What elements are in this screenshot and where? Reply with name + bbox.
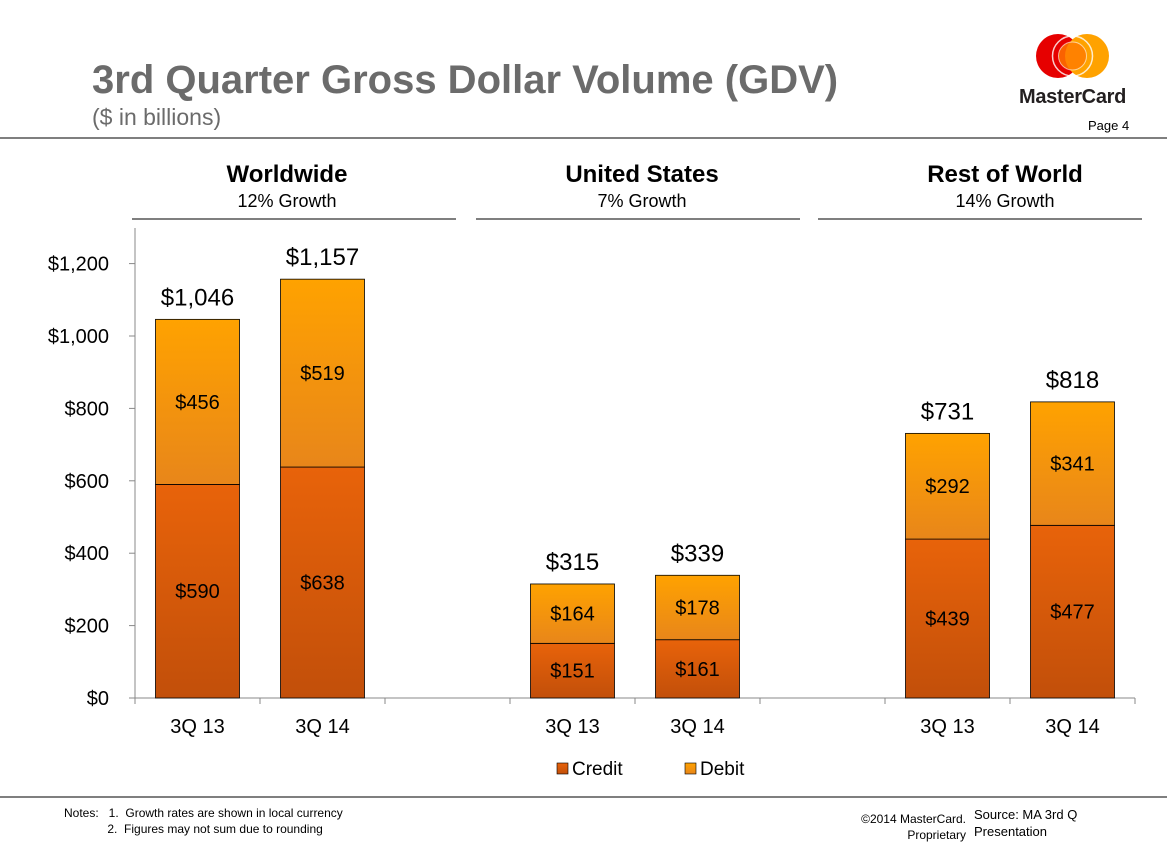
bar-credit bbox=[155, 484, 240, 699]
legend-credit-label: Credit bbox=[572, 759, 623, 780]
x-tick-label: 3Q 14 bbox=[670, 716, 724, 738]
bar-debit bbox=[155, 318, 240, 485]
data-label-debit: $341 bbox=[1050, 454, 1095, 476]
source-line-2: Presentation bbox=[974, 824, 1047, 839]
data-label-total: $1,157 bbox=[286, 244, 359, 271]
bar-credit bbox=[905, 538, 990, 699]
bar-debit bbox=[280, 278, 365, 468]
group-rule-rest-of-world bbox=[818, 218, 1142, 220]
footer-divider bbox=[0, 796, 1167, 798]
data-label-debit: $456 bbox=[175, 392, 220, 414]
copyright-line-2: Proprietary bbox=[907, 828, 966, 842]
data-label-credit: $161 bbox=[675, 659, 720, 681]
header-divider bbox=[0, 137, 1167, 139]
x-tick-label: 3Q 13 bbox=[545, 716, 599, 738]
legend-credit-swatch bbox=[556, 762, 569, 775]
page-number: Page 4 bbox=[1088, 118, 1130, 133]
page-title: 3rd Quarter Gross Dollar Volume (GDV) bbox=[92, 58, 839, 102]
mastercard-logo bbox=[1036, 34, 1109, 78]
y-tick-label: $800 bbox=[65, 398, 110, 420]
bar-credit bbox=[655, 639, 740, 699]
group-growth-rest-of-world: 14% Growth bbox=[955, 191, 1055, 211]
y-tick-label: $200 bbox=[65, 616, 110, 638]
group-rule-worldwide bbox=[132, 218, 456, 220]
data-label-total: $1,046 bbox=[161, 284, 234, 311]
legend-debit-swatch bbox=[684, 762, 697, 775]
data-label-total: $818 bbox=[1046, 367, 1099, 394]
data-label-credit: $590 bbox=[175, 581, 220, 603]
data-label-debit: $519 bbox=[300, 363, 345, 385]
data-label-credit: $439 bbox=[925, 609, 970, 631]
group-growth-worldwide: 12% Growth bbox=[237, 191, 337, 211]
bar-credit bbox=[280, 466, 365, 699]
data-label-debit: $164 bbox=[550, 604, 595, 626]
y-tick-label: $1,000 bbox=[48, 326, 109, 348]
legend-debit-label: Debit bbox=[700, 759, 745, 780]
data-label-total: $315 bbox=[546, 549, 599, 576]
group-title-worldwide: Worldwide bbox=[226, 161, 348, 188]
group-title-united-states: United States bbox=[565, 161, 719, 188]
y-tick-label: $400 bbox=[65, 543, 110, 565]
group-rule-united-states bbox=[476, 218, 800, 220]
data-label-credit: $151 bbox=[550, 661, 595, 683]
x-tick-label: 3Q 13 bbox=[920, 716, 974, 738]
data-label-debit: $178 bbox=[675, 598, 720, 620]
source-line-1: Source: MA 3rd Q bbox=[974, 807, 1078, 822]
brand-name: MasterCard bbox=[1019, 86, 1127, 108]
x-tick-label: 3Q 13 bbox=[170, 716, 224, 738]
footer-copyright: ©2014 MasterCard. Proprietary bbox=[840, 811, 966, 843]
bar-debit bbox=[905, 432, 990, 540]
y-tick-label: $0 bbox=[87, 688, 109, 710]
data-label-total: $731 bbox=[921, 398, 974, 425]
data-label-debit: $292 bbox=[925, 476, 970, 498]
x-tick-label: 3Q 14 bbox=[295, 716, 349, 738]
data-label-total: $339 bbox=[671, 540, 724, 567]
bar-debit bbox=[655, 574, 740, 641]
bar-debit bbox=[1030, 401, 1115, 526]
copyright-line-1: ©2014 MasterCard. bbox=[861, 812, 966, 826]
footer-notes: Notes: 1. Growth rates are shown in loca… bbox=[64, 806, 343, 836]
x-tick-label: 3Q 14 bbox=[1045, 716, 1099, 738]
data-label-credit: $477 bbox=[1050, 602, 1095, 624]
y-tick-label: $1,200 bbox=[48, 254, 109, 276]
group-growth-united-states: 7% Growth bbox=[597, 191, 687, 211]
bar-credit bbox=[1030, 524, 1115, 699]
y-tick-label: $600 bbox=[65, 471, 110, 493]
bar-debit bbox=[530, 583, 615, 644]
data-label-credit: $638 bbox=[300, 573, 345, 595]
page-subtitle: ($ in billions) bbox=[92, 104, 222, 130]
bar-credit bbox=[530, 642, 615, 699]
group-title-rest-of-world: Rest of World bbox=[927, 161, 1083, 188]
footer-source: Source: MA 3rd Q Presentation bbox=[974, 805, 1114, 839]
